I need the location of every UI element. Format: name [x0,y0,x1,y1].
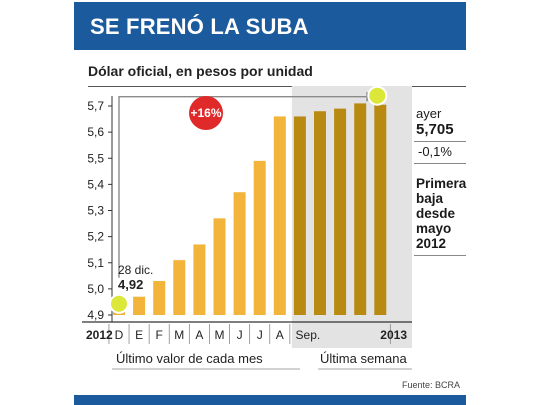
change-badge: +16% [189,96,223,130]
start-marker [109,293,129,314]
bar [293,116,306,315]
y-tick-label: 5,1 [87,256,104,270]
y-tick-label: 5,2 [87,230,104,244]
y-tick-label: 5,4 [87,177,104,191]
year-start-label: 2012 [86,328,113,342]
bar [354,103,367,315]
x-tick-label: Sep. [296,328,321,342]
bar [253,160,266,315]
weekly-background [291,86,412,348]
source-note: Fuente: BCRA [401,380,460,390]
end-marker [367,85,388,106]
x-tick-label: J [257,328,263,342]
bar [133,296,146,315]
ayer-value: 5,705 [416,121,454,138]
bar [173,260,186,315]
weekly-group-label: Última semana [320,351,407,366]
bar [193,244,206,315]
side-divider [414,163,466,164]
y-tick-label: 5,3 [87,204,104,218]
x-tick-label: F [156,328,163,342]
y-tick-label: 4,9 [87,308,104,322]
year-end-label: 2013 [380,328,407,342]
monthly-group-label: Último valor de cada mes [116,351,263,366]
x-tick-label: M [174,328,184,342]
side-note: Primera baja desde mayo 2012 [416,176,467,251]
bar [153,281,166,315]
bar [213,218,226,315]
side-divider [414,141,466,142]
bar [334,108,347,315]
start-annotation-value: 4,92 [118,277,143,292]
x-tick-label: E [135,328,143,342]
y-tick-label: 5,5 [87,151,104,165]
ayer-label: ayer [416,106,442,121]
side-divider [414,255,466,256]
trend-arrow [118,95,367,278]
start-annotation-label: 28 dic. [118,263,153,277]
change-percent: -0,1% [418,144,452,159]
y-tick-label: 5,0 [87,282,104,296]
chart-subtitle: Dólar oficial, en pesos por unidad [88,63,313,79]
footer-bar [74,395,466,405]
bar [314,111,326,315]
x-tick-label: A [276,328,284,342]
x-tick-label: D [115,328,124,342]
bar [374,104,387,315]
bar [233,192,246,315]
header-banner: SE FRENÓ LA SUBA [74,2,466,50]
bar [273,116,286,315]
y-tick-label: 5,7 [87,99,104,113]
x-tick-label: J [237,328,243,342]
x-tick-label: A [195,328,203,342]
y-tick-label: 5,6 [87,125,104,139]
x-tick-label: M [215,328,225,342]
chart-title: SE FRENÓ LA SUBA [90,14,309,39]
subtitle-divider [88,86,466,87]
